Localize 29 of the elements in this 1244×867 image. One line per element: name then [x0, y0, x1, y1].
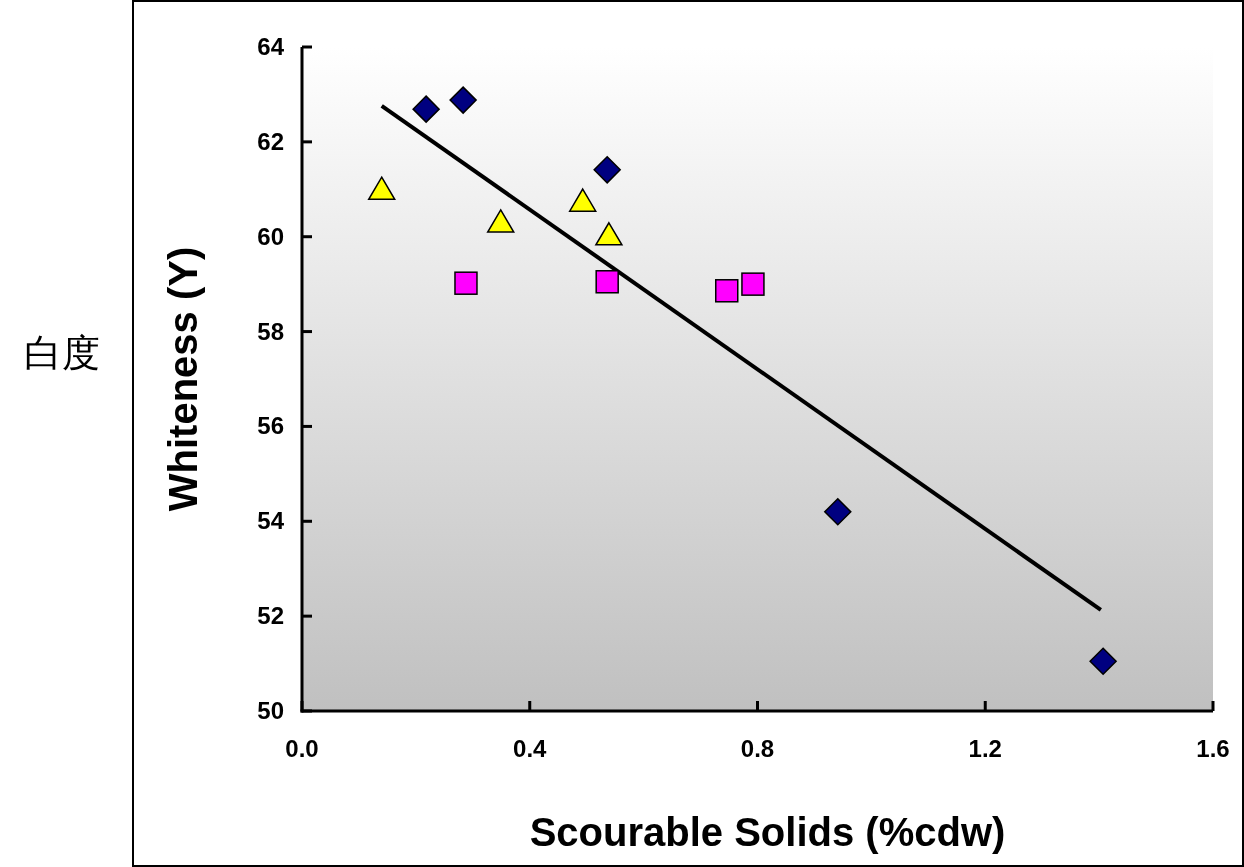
- y-tick-label: 64: [257, 33, 285, 60]
- x-tick-label: 1.2: [968, 735, 1002, 762]
- y-axis-title: Whiteness (Y): [161, 246, 205, 512]
- point: [486, 209, 515, 233]
- text: 白度: [24, 331, 100, 375]
- point: [593, 156, 621, 184]
- y-tick-label: 58: [257, 317, 284, 345]
- point: [595, 222, 623, 246]
- y-tick-label: 54: [257, 507, 285, 535]
- x-axis-title: Scourable Solids (%cdw): [529, 810, 1006, 854]
- point: [1089, 647, 1117, 675]
- x-tick-label: 0.4: [513, 735, 548, 762]
- point: [449, 86, 477, 114]
- x-tick-label: 1.6: [1196, 735, 1230, 762]
- y-tick-label: 50: [257, 697, 284, 724]
- y-tick-label: 52: [257, 602, 284, 630]
- y-tick-label: 62: [257, 127, 284, 155]
- point: [568, 188, 597, 212]
- point: [367, 176, 396, 201]
- y-tick-label: 60: [257, 222, 284, 250]
- point: [824, 498, 852, 526]
- x-tick-label: 0.0: [285, 735, 319, 762]
- y-tick-label: 56: [257, 412, 284, 440]
- point: [454, 271, 478, 295]
- point: [741, 272, 765, 296]
- x-tick-label: 0.8: [740, 735, 775, 762]
- point: [595, 270, 619, 294]
- point: [715, 279, 739, 303]
- point: [412, 95, 440, 123]
